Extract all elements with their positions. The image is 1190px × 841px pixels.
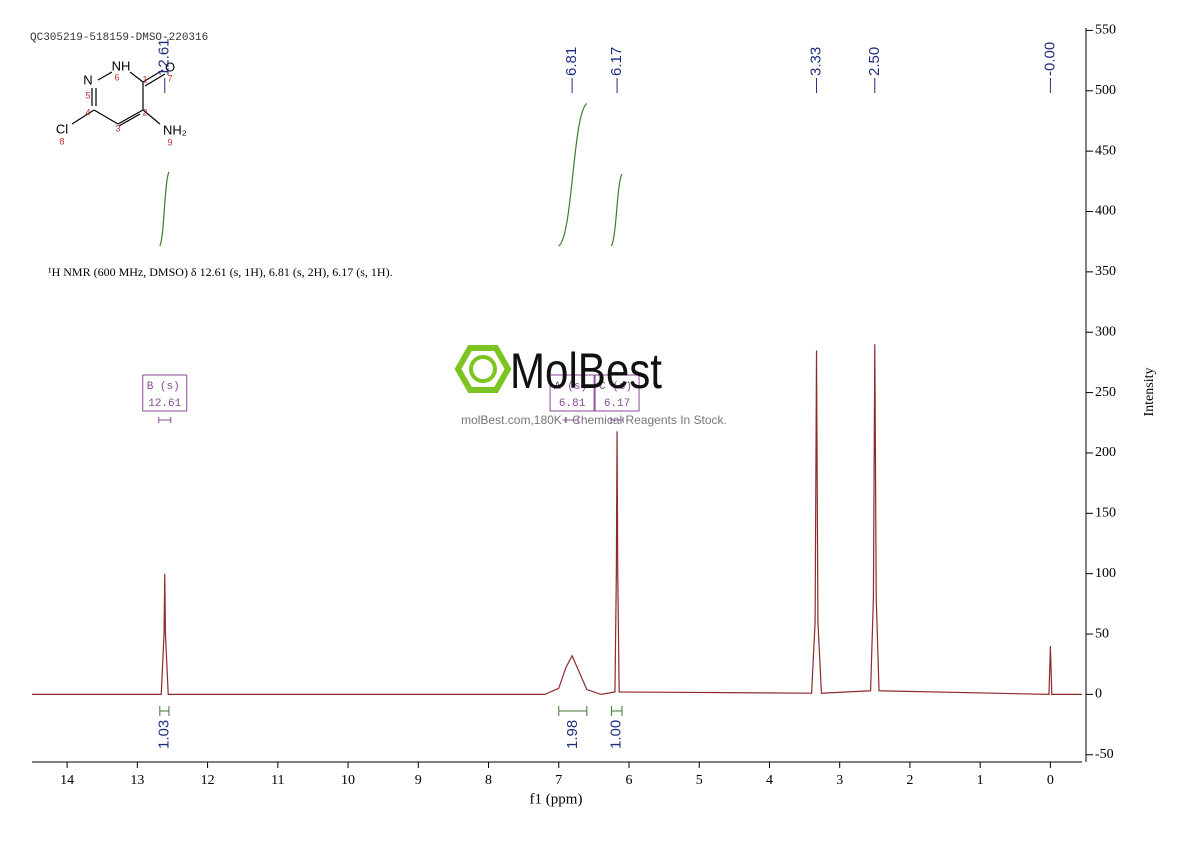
atom-number: 4 [85, 107, 90, 117]
x-axis-label: f1 (ppm) [530, 791, 583, 807]
atom: O [165, 59, 175, 74]
peak-label: 6.81 [563, 47, 580, 76]
logo-hexagon [454, 345, 512, 393]
watermark-text: molBest.com,180K+ Chemical Reagents In S… [461, 413, 727, 427]
multiplet-range [610, 417, 624, 423]
x-tick-label: 6 [625, 773, 632, 788]
integral-bracket [558, 706, 588, 716]
atom: NH₂ [163, 122, 187, 137]
x-tick-label: 7 [555, 773, 562, 788]
bond [118, 113, 141, 127]
x-tick-label: 2 [906, 773, 913, 788]
multiplet-box [142, 374, 188, 412]
atom: N [83, 72, 92, 87]
x-tick-label: 0 [1047, 773, 1054, 788]
peak-label: 12.61 [156, 38, 173, 76]
x-tick-label: 14 [60, 773, 74, 788]
x-tick-label: 4 [766, 773, 773, 788]
peak-label: 6.17 [608, 47, 625, 76]
x-tick-label: 8 [485, 773, 492, 788]
logo-text: MolBest [510, 343, 662, 399]
multiplet-name: A (s) [554, 381, 587, 393]
y-axis-label: Intensity [1142, 368, 1157, 417]
bond [93, 109, 119, 125]
integral-bracket [610, 706, 623, 716]
y-tick-label: 450 [1095, 143, 1116, 158]
atom-number: 9 [167, 137, 172, 147]
integral-bracket [159, 706, 170, 716]
integral-label: 1.00 [608, 720, 625, 749]
atom-number: 8 [59, 136, 64, 146]
bond [117, 109, 144, 125]
x-tick-label: 3 [836, 773, 843, 788]
bond [71, 109, 95, 125]
atom-number: 6 [114, 72, 119, 82]
multiplet-range [565, 417, 579, 423]
peak-label: -0.00 [1041, 42, 1058, 76]
integral-curve [558, 102, 588, 247]
bond [142, 69, 164, 83]
y-tick-label: 550 [1095, 23, 1116, 38]
x-tick-label: 9 [415, 773, 422, 788]
atom: Cl [56, 121, 68, 136]
y-tick-label: 150 [1095, 506, 1116, 521]
multiplet-shift: 12.61 [148, 398, 181, 410]
bond [144, 73, 166, 87]
spectrum [32, 344, 1082, 696]
y-tick-label: 500 [1095, 83, 1116, 98]
integral-label: 1.03 [155, 720, 172, 749]
multiplet-shift: 6.17 [604, 398, 630, 410]
bond [129, 71, 144, 83]
y-tick-label: 200 [1095, 445, 1116, 460]
x-tick-label: 5 [696, 773, 703, 788]
y-tick-label: 400 [1095, 204, 1116, 219]
y-tick-label: 100 [1095, 566, 1116, 581]
peak-label: 3.33 [807, 47, 824, 76]
atom: NH [112, 58, 131, 73]
atom-number: 3 [115, 123, 120, 133]
logo-ring [469, 355, 497, 383]
bond [97, 71, 113, 81]
y-tick-label: 300 [1095, 324, 1116, 339]
structure [71, 69, 166, 127]
sample-id: QC305219-518159-DMSO-220316 [30, 32, 208, 44]
x-tick-label: 10 [341, 773, 355, 788]
y-tick-label: -50 [1095, 747, 1114, 762]
atom-number: 1 [142, 74, 147, 84]
atom-number: 7 [167, 73, 172, 83]
multiplet-box [594, 374, 640, 412]
x-tick-label: 12 [201, 773, 215, 788]
x-tick-label: 13 [130, 773, 144, 788]
integral-curve [159, 171, 170, 247]
y-tick-label: 350 [1095, 264, 1116, 279]
watermark: MolBest molBest.com,180K+ Chemical Reage… [454, 343, 727, 427]
y-tick-label: 50 [1095, 626, 1109, 641]
bond [142, 109, 161, 125]
multiplet-shift: 6.81 [559, 398, 586, 410]
peak-label: 2.50 [866, 47, 883, 76]
atom-number: 5 [85, 90, 90, 100]
multiplet-box [549, 374, 595, 412]
integral-label: 1.98 [564, 720, 581, 749]
x-tick-label: 11 [271, 773, 284, 788]
integral-curve [610, 173, 623, 247]
nmr-description: ¹H NMR (600 MHz, DMSO) δ 12.61 (s, 1H), … [48, 265, 393, 279]
multiplet-range [158, 417, 172, 423]
multiplet-name: C (s) [599, 381, 632, 393]
multiplet-name: B (s) [147, 381, 180, 393]
y-tick-label: 250 [1095, 385, 1116, 400]
x-tick-label: 1 [977, 773, 984, 788]
atom-number: 2 [142, 107, 147, 117]
y-tick-label: 0 [1095, 687, 1102, 702]
